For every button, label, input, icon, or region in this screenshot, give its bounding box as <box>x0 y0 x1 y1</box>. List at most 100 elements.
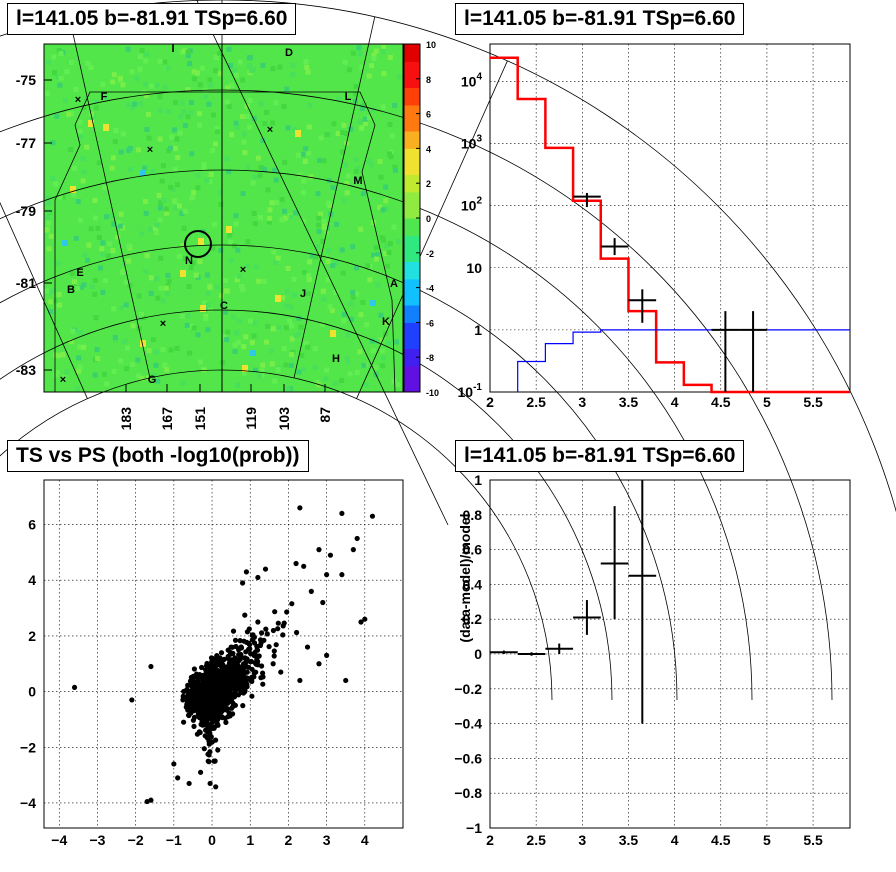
heatmap-cell <box>233 213 239 219</box>
heatmap-cell <box>353 156 359 162</box>
heatmap-cell <box>144 51 150 57</box>
scatter-point <box>197 769 204 775</box>
heatmap-cell <box>285 266 291 271</box>
spectrum-x-tick-label: 4.5 <box>711 394 731 410</box>
scatter-point <box>254 646 260 653</box>
diagonal-line <box>196 0 449 526</box>
spectrum-y-tick-label: 10 <box>466 260 482 276</box>
heatmap-cell <box>137 66 143 72</box>
heatmap-cell <box>262 121 268 127</box>
heatmap-cell <box>339 378 345 383</box>
heatmap-cell <box>395 382 401 388</box>
scatter-point <box>234 676 240 682</box>
heatmap-cell <box>69 111 75 116</box>
heatmap-cell <box>95 225 101 231</box>
heatmap-cell <box>177 203 182 209</box>
heatmap-cell <box>125 345 131 351</box>
colorbar-tick-label: 4 <box>426 144 431 154</box>
heatmap-cell <box>359 105 365 111</box>
scatter-point <box>211 725 217 731</box>
heatmap-cell <box>324 132 330 137</box>
heatmap-cell <box>354 265 359 271</box>
heatmap-cell <box>207 307 213 312</box>
heatmap-cell <box>155 378 161 384</box>
scatter-point <box>251 670 257 676</box>
heatmap-cell <box>387 151 393 157</box>
scatter-point <box>201 687 207 693</box>
heatmap-cell <box>379 235 385 241</box>
scatter-point <box>201 722 207 728</box>
heatmap-cell <box>79 284 84 290</box>
heatmap-cell <box>366 73 372 79</box>
scatter-point <box>260 674 266 680</box>
colorbar-cell <box>404 122 420 132</box>
heatmap-cell <box>223 278 229 283</box>
y-tick-label: -79 <box>16 203 36 219</box>
heatmap-cell <box>214 129 220 135</box>
scatter-point <box>185 703 191 710</box>
heatmap-cell <box>144 127 150 132</box>
heatmap-cell <box>154 82 160 88</box>
scatter-point <box>232 637 239 643</box>
colorbar-tick-label: 2 <box>426 179 431 189</box>
heatmap-cell <box>340 149 346 155</box>
heatmap-cell <box>46 246 52 252</box>
heatmap-cell <box>344 180 350 186</box>
heatmap-cell <box>111 368 117 374</box>
heatmap-cell <box>273 259 279 265</box>
scatter-point <box>280 623 286 629</box>
heatmap-cell <box>306 150 312 156</box>
heatmap-cold-cell <box>250 350 256 356</box>
heatmap-cell <box>179 100 185 106</box>
heatmap-cell <box>143 81 148 87</box>
scatter-point <box>251 652 257 658</box>
heatmap-cell <box>240 77 246 83</box>
model-source-step-line <box>517 329 850 392</box>
heatmap-cell <box>217 50 223 56</box>
heatmap-cell <box>161 298 166 304</box>
source-label: A <box>390 278 398 290</box>
colorbar-cell <box>404 174 420 184</box>
heatmap-cell <box>166 278 172 284</box>
heatmap-cell <box>76 355 82 361</box>
heatmap-cell <box>88 65 94 71</box>
colorbar-cell <box>404 374 420 384</box>
colorbar-cell <box>404 348 420 358</box>
x-tick-label: 103 <box>276 407 292 431</box>
heatmap-cell <box>277 64 283 70</box>
heatmap-cell <box>146 111 151 117</box>
heatmap-cell <box>253 264 259 270</box>
heatmap-cell <box>275 367 281 372</box>
heatmap-cell <box>50 175 56 181</box>
heatmap-cell <box>327 304 333 310</box>
heatmap-cell <box>290 72 296 78</box>
heatmap-cell <box>143 93 149 99</box>
heatmap-cell <box>56 292 62 297</box>
residual-y-tick-label: 1 <box>474 472 482 488</box>
heatmap-cell <box>374 256 379 262</box>
heatmap-cell <box>179 313 185 319</box>
heatmap-hot-cell <box>180 270 186 277</box>
scatter-point <box>220 667 226 673</box>
scatter-point <box>191 666 197 672</box>
heatmap-cell <box>82 253 88 258</box>
scatter-point <box>316 547 322 553</box>
heatmap-cell <box>223 309 228 315</box>
heatmap-cell <box>371 52 377 58</box>
heatmap-cell <box>208 172 214 177</box>
heatmap-cell <box>373 365 379 370</box>
heatmap-cell <box>100 289 106 295</box>
heatmap-cell <box>182 255 188 261</box>
heatmap-cell <box>270 326 276 332</box>
heatmap-cell <box>387 122 393 127</box>
heatmap-cell <box>224 288 229 294</box>
heatmap-cell <box>78 134 84 140</box>
heatmap-cell <box>321 225 327 230</box>
heatmap-cell <box>151 372 157 378</box>
scatter-point <box>224 695 230 702</box>
heatmap-cell <box>89 111 95 117</box>
scatter-point <box>207 780 213 787</box>
colorbar-tick-label: 0 <box>426 214 431 224</box>
heatmap-cell <box>359 64 365 70</box>
residual-x-tick-label: 5 <box>763 832 771 848</box>
